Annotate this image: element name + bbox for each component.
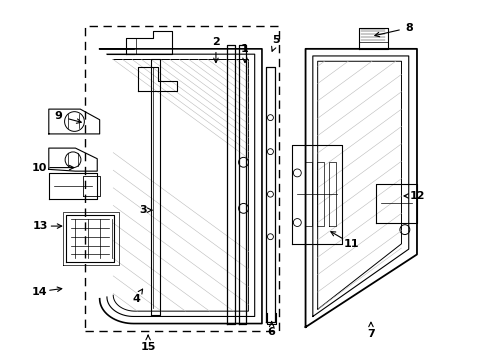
Text: 7: 7 <box>367 329 375 339</box>
Text: 11: 11 <box>344 239 359 249</box>
Text: 14: 14 <box>31 287 47 297</box>
Text: 4: 4 <box>132 294 140 304</box>
Text: 6: 6 <box>268 327 275 337</box>
Text: 10: 10 <box>31 163 47 172</box>
Text: 1: 1 <box>241 44 249 54</box>
Text: 2: 2 <box>212 37 220 47</box>
Text: 15: 15 <box>141 342 156 352</box>
Text: 5: 5 <box>272 35 280 45</box>
Text: 8: 8 <box>406 23 414 33</box>
Text: 12: 12 <box>409 191 425 201</box>
Text: 3: 3 <box>140 205 147 215</box>
Text: 9: 9 <box>54 111 62 121</box>
Text: 13: 13 <box>33 221 48 231</box>
